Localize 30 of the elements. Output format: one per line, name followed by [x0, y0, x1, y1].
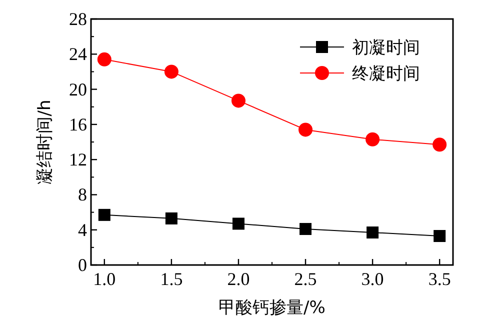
point: [232, 218, 244, 230]
x-axis-title: 甲酸钙掺量/%: [218, 298, 326, 318]
point: [300, 222, 312, 235]
y-tick-label: 12: [69, 150, 87, 170]
point: [98, 208, 110, 221]
point: [366, 226, 379, 238]
x-tick-label: 1.5: [160, 269, 183, 289]
y-tick-label: 4: [78, 220, 87, 240]
point: [434, 230, 446, 242]
legend-label: 终凝时间: [352, 64, 420, 84]
y-tick-label: 8: [78, 184, 87, 205]
y-tick-label: 24: [69, 44, 87, 64]
point: [164, 64, 178, 79]
x-tick-label: 2.5: [294, 269, 317, 289]
y-tick-label: 20: [69, 79, 87, 100]
point: [97, 52, 112, 66]
point: [298, 122, 313, 137]
point: [231, 94, 246, 108]
y-tick-label: 16: [69, 114, 87, 134]
y-axis-title: 凝结时间/h: [35, 100, 55, 184]
x-tick-label: 3.0: [361, 269, 384, 289]
point: [432, 138, 447, 152]
x-tick-label: 1.0: [93, 269, 116, 289]
point: [366, 132, 380, 146]
y-tick-label: 0: [78, 255, 87, 275]
legend-label: 初凝时间: [352, 38, 420, 58]
point: [165, 212, 178, 224]
x-tick-label: 2.0: [227, 269, 250, 289]
y-tick-label: 28: [69, 9, 87, 29]
x-tick-label: 3.5: [428, 269, 451, 289]
